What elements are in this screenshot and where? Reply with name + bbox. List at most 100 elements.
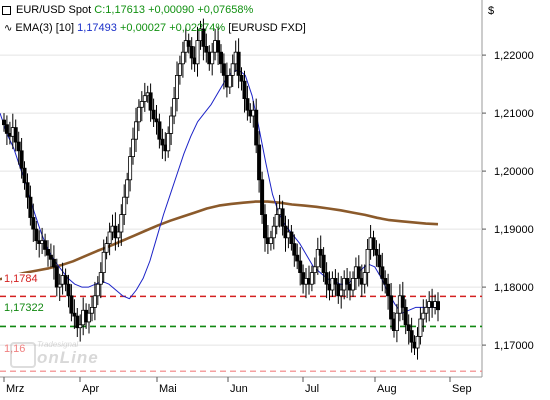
candle-up — [394, 312, 399, 332]
candle-down — [403, 306, 408, 326]
candle-down — [22, 167, 27, 184]
candle-up — [271, 225, 276, 239]
candle-up — [309, 272, 314, 285]
candle-down — [160, 138, 165, 146]
candle-up — [98, 272, 103, 285]
candle-down — [28, 196, 33, 218]
ema-label: EMA(3) [10] — [15, 22, 75, 34]
ema-source: [EURUSD FXD] — [228, 22, 306, 34]
candle-up — [180, 51, 185, 65]
candle-down — [16, 141, 21, 152]
candle-up — [136, 106, 141, 123]
candle-down — [204, 46, 209, 53]
candle-up — [415, 335, 420, 349]
candle-up — [119, 214, 124, 233]
y-tick-label: 1,21000 — [494, 108, 534, 120]
candle-up — [227, 75, 232, 88]
x-tick-label: Mai — [159, 383, 177, 395]
candle-up — [362, 272, 367, 285]
watermark-line1: Tradesignal — [37, 340, 79, 349]
candle-down — [262, 214, 267, 239]
candle-down — [383, 277, 388, 285]
candle-down — [19, 150, 24, 169]
candle-down — [435, 301, 440, 311]
candle-up — [139, 101, 144, 108]
candle-down — [318, 248, 323, 256]
ema-change-pct: +0,02274% — [169, 22, 226, 34]
candle-up — [104, 243, 109, 253]
series-line — [0, 200, 439, 281]
candle-down — [260, 179, 265, 216]
candle-down — [4, 124, 9, 134]
candle-down — [242, 80, 247, 99]
x-tick-label: Aug — [377, 383, 397, 395]
candle-up — [107, 231, 112, 245]
candle-up — [174, 75, 179, 100]
candle-up — [57, 283, 62, 288]
candle-up — [78, 324, 83, 329]
grid — [0, 54, 482, 346]
candle-up — [230, 63, 235, 76]
candle-up — [315, 248, 320, 268]
symbol-label: EUR/USD Spot — [16, 4, 92, 16]
candle-up — [350, 277, 355, 291]
candle-up — [133, 121, 138, 140]
candle-up — [418, 318, 423, 337]
candle-up — [122, 196, 127, 215]
candle-up — [128, 156, 133, 181]
candle-down — [324, 272, 329, 285]
candle-up — [268, 237, 273, 245]
y-axis: 1,17000 1,18000 1,19000 1,20000 1,21000 1,220… — [482, 50, 534, 352]
candle-down — [333, 277, 338, 285]
candle-down — [380, 266, 385, 279]
candle-down — [13, 127, 18, 143]
candle-up — [92, 295, 97, 308]
candle-down — [292, 243, 297, 256]
y-tick-label: 1,20000 — [494, 166, 534, 178]
pink-line-badge: 1,16 — [4, 343, 26, 355]
candle-down — [239, 75, 244, 82]
candle-down — [257, 144, 262, 181]
legend-ema: ∿ EMA(3) [10] 1,17493 +0,00027 +0,02274% … — [4, 22, 306, 35]
candle-up — [130, 138, 135, 157]
candle-down — [409, 330, 414, 343]
y-tick-label: 1,18000 — [494, 282, 534, 294]
candle-down — [31, 217, 36, 230]
candle-down — [221, 63, 226, 76]
x-tick-label: Jul — [305, 383, 319, 395]
candle-down — [48, 254, 53, 260]
candle-down — [75, 315, 80, 329]
x-tick-label: Jun — [230, 383, 248, 395]
candle-down — [236, 51, 241, 76]
candle-down — [34, 228, 39, 242]
candle-down — [66, 283, 71, 297]
candle-down — [245, 98, 250, 111]
candle-up — [421, 312, 426, 320]
candle-up — [125, 179, 130, 198]
candle-down — [406, 324, 411, 331]
candle-down — [389, 295, 394, 320]
candle-down — [51, 258, 56, 268]
close-label: C:1,17613 — [94, 4, 146, 16]
candle-up — [274, 214, 279, 227]
candle-down — [63, 275, 68, 285]
change-abs: +0,00090 — [148, 4, 195, 16]
candle-down — [151, 109, 156, 120]
series-line — [0, 69, 436, 314]
candle-up — [166, 132, 171, 152]
candle-down — [46, 248, 51, 256]
watermark-logo-icon — [10, 342, 36, 368]
watermark-line2: onLine — [37, 348, 99, 367]
candle-up — [312, 266, 317, 273]
candle-up — [87, 312, 92, 323]
wave-icon: ∿ — [4, 23, 13, 34]
candle-down — [386, 283, 391, 297]
candle-up — [101, 251, 106, 274]
candle-up — [365, 248, 370, 273]
currency-label: $ — [488, 5, 495, 17]
candle-down — [148, 92, 153, 111]
candle-down — [400, 295, 405, 308]
change-pct: +0,07658% — [197, 4, 254, 16]
candle-down — [2, 119, 7, 126]
plot-area — [0, 0, 482, 377]
